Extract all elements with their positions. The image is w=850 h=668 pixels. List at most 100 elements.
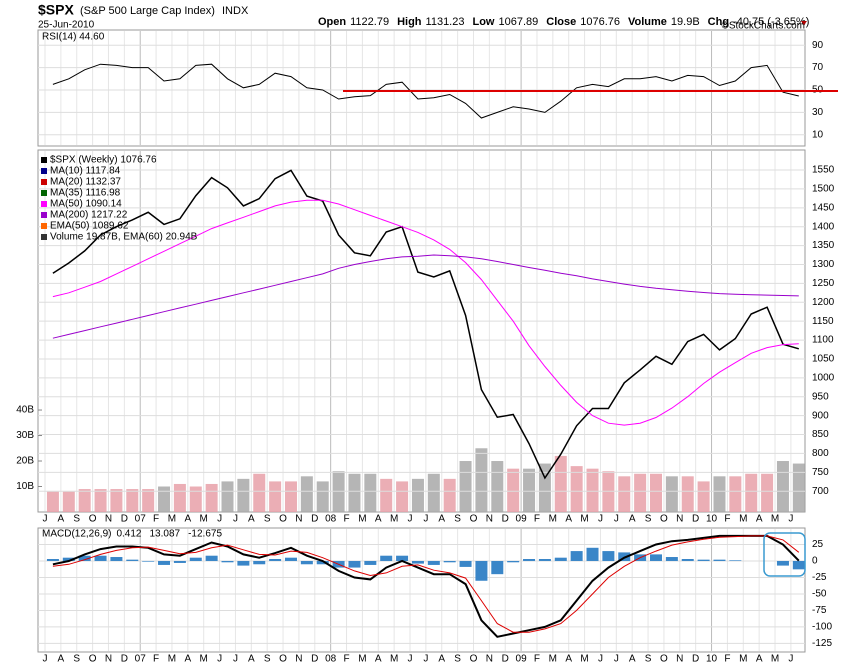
legend-swatch — [41, 179, 47, 185]
volume-bar — [586, 468, 599, 512]
x-tick-label: J — [408, 514, 413, 525]
volume-bar — [634, 473, 647, 512]
y-tick-label: 30 — [812, 107, 824, 118]
x-tick-label: F — [724, 654, 730, 665]
macd-legend-value: 0.412 — [116, 529, 141, 540]
x-tick-label: M — [739, 654, 747, 665]
volume-bar — [221, 481, 234, 512]
volume-bar — [237, 478, 250, 512]
macd-histogram-bar — [316, 560, 329, 565]
y-tick-label: 750 — [812, 467, 829, 478]
x-tick-label: D — [121, 654, 128, 665]
rsi-line — [52, 63, 799, 119]
macd-histogram-bar — [491, 560, 504, 575]
x-tick-label: J — [43, 514, 48, 525]
volume-bar — [364, 473, 377, 512]
x-tick-label: A — [58, 654, 65, 665]
macd-legend-value: 13.087 — [150, 529, 181, 540]
x-tick-label: S — [454, 514, 461, 525]
x-tick-label: N — [105, 654, 112, 665]
volume-bar — [761, 473, 774, 512]
macd-histogram-bar — [300, 560, 313, 565]
x-tick-label: A — [438, 514, 445, 525]
x-tick-label: J — [788, 654, 793, 665]
volume-tick-label: 40B — [16, 405, 34, 416]
y-tick-label: 25 — [812, 539, 824, 550]
y-tick-label: 950 — [812, 391, 829, 402]
quote: Open 1122.79 High 1131.23 Low 1067.89 Close 107… — [318, 16, 809, 28]
plot-layer: J A S O N D 07 F M A M J J A S O N D 08 F M A M J J A S O N D 09 F M A M J J… — [16, 31, 835, 665]
volume-bar — [94, 489, 107, 512]
x-tick-label: J — [423, 654, 428, 665]
volume-bar — [78, 489, 91, 512]
x-tick-label: O — [470, 514, 478, 525]
volume-bar — [300, 476, 313, 512]
volume-bar — [523, 468, 536, 512]
volume-bar — [745, 473, 758, 512]
y-tick-label: 1100 — [812, 335, 834, 346]
volume-bar — [507, 468, 520, 512]
y-tick-label: -50 — [812, 589, 827, 600]
volume-bar — [380, 478, 393, 512]
y-tick-label: 1500 — [812, 184, 835, 195]
y-tick-label: 800 — [812, 448, 829, 459]
macd-histogram-bar — [776, 560, 789, 566]
macd-histogram-bar — [284, 557, 297, 561]
volume-tick-label: 30B — [16, 430, 34, 441]
macd-histogram-bar — [158, 560, 171, 565]
exchange: INDX — [222, 5, 249, 17]
macd-histogram-bar — [538, 559, 551, 561]
x-tick-label: M — [358, 654, 366, 665]
macd-histogram-bar — [586, 547, 599, 561]
macd-histogram-bar — [221, 560, 234, 563]
x-tick-label: A — [565, 514, 572, 525]
x-tick-label: A — [248, 654, 255, 665]
rsi-legend: RSI(14) 44.60 — [42, 32, 105, 43]
macd-histogram-bar — [507, 560, 520, 563]
macd-histogram-bar — [269, 559, 282, 561]
x-tick-label: N — [295, 654, 302, 665]
x-tick-label: M — [580, 654, 588, 665]
macd-histogram-bar — [396, 555, 409, 561]
macd-legend-value: -12.675 — [188, 529, 222, 540]
quote-label: Open — [318, 16, 346, 28]
x-tick-label: D — [502, 654, 509, 665]
volume-bar — [570, 466, 583, 512]
x-tick-label: N — [486, 654, 493, 665]
volume-bar — [713, 476, 726, 512]
volume-bar — [681, 476, 694, 512]
x-tick-label: A — [375, 654, 382, 665]
x-tick-label: F — [153, 514, 159, 525]
volume-bar — [427, 473, 440, 512]
x-tick-label: F — [153, 654, 159, 665]
x-tick-label: J — [788, 514, 793, 525]
y-tick-label: 1400 — [812, 221, 835, 232]
volume-bar — [126, 489, 139, 512]
x-tick-label: S — [645, 654, 652, 665]
volume-bar — [538, 463, 551, 512]
title: $SPX — [38, 2, 74, 18]
y-tick-label: -125 — [812, 638, 832, 649]
volume-bar — [396, 481, 409, 512]
y-tick-label: 1350 — [812, 240, 835, 251]
x-tick-label: M — [739, 514, 747, 525]
macd-histogram-bar — [729, 560, 742, 561]
macd-histogram-bar — [665, 557, 678, 561]
x-tick-label: 09 — [516, 654, 528, 665]
x-tick-label: S — [645, 514, 652, 525]
volume-bar — [475, 448, 488, 512]
macd-histogram-bar — [411, 560, 424, 564]
x-tick-label: A — [438, 654, 445, 665]
legend-swatch — [41, 157, 47, 163]
quote-label: Close — [546, 16, 576, 28]
x-tick-label: J — [217, 514, 222, 525]
x-tick-label: D — [502, 514, 509, 525]
quote-label: Volume — [628, 16, 667, 28]
macd-panel — [37, 527, 806, 653]
x-tick-label: O — [279, 514, 287, 525]
macd-histogram-bar — [126, 559, 139, 561]
volume-bar — [411, 478, 424, 512]
volume-bar — [205, 483, 218, 512]
x-tick-label: A — [629, 654, 636, 665]
x-tick-label: J — [43, 654, 48, 665]
